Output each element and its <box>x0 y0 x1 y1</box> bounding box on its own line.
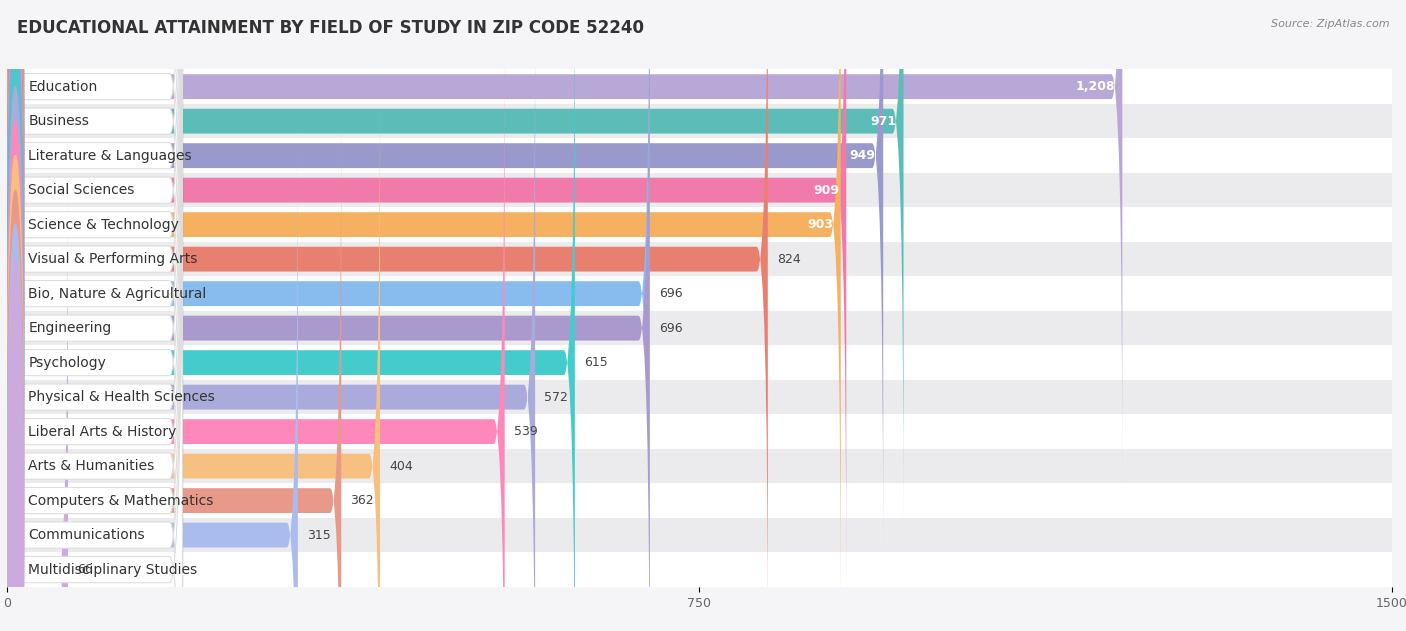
Text: 696: 696 <box>659 287 682 300</box>
FancyBboxPatch shape <box>7 0 841 626</box>
Bar <box>7 380 1392 415</box>
Text: Arts & Humanities: Arts & Humanities <box>28 459 155 473</box>
FancyBboxPatch shape <box>3 0 183 631</box>
FancyBboxPatch shape <box>7 0 650 631</box>
Text: 404: 404 <box>389 459 413 473</box>
Text: Liberal Arts & History: Liberal Arts & History <box>28 425 177 439</box>
Text: 696: 696 <box>659 322 682 334</box>
FancyBboxPatch shape <box>7 0 575 631</box>
FancyBboxPatch shape <box>7 0 883 557</box>
Text: Business: Business <box>28 114 89 128</box>
FancyBboxPatch shape <box>3 31 183 631</box>
Text: Multidisciplinary Studies: Multidisciplinary Studies <box>28 563 197 577</box>
Text: 315: 315 <box>307 529 330 541</box>
FancyBboxPatch shape <box>3 0 183 631</box>
Bar <box>7 242 1392 276</box>
Circle shape <box>7 190 24 631</box>
Text: Bio, Nature & Agricultural: Bio, Nature & Agricultural <box>28 286 207 300</box>
Circle shape <box>7 259 24 631</box>
Bar <box>7 311 1392 345</box>
Circle shape <box>7 0 24 570</box>
Bar <box>7 69 1392 104</box>
FancyBboxPatch shape <box>3 0 183 631</box>
FancyBboxPatch shape <box>7 0 650 631</box>
Text: Engineering: Engineering <box>28 321 111 335</box>
Text: 909: 909 <box>813 184 839 197</box>
FancyBboxPatch shape <box>3 0 183 557</box>
FancyBboxPatch shape <box>3 65 183 631</box>
Circle shape <box>7 0 24 604</box>
Text: EDUCATIONAL ATTAINMENT BY FIELD OF STUDY IN ZIP CODE 52240: EDUCATIONAL ATTAINMENT BY FIELD OF STUDY… <box>17 19 644 37</box>
Circle shape <box>7 18 24 631</box>
Text: 572: 572 <box>544 391 568 404</box>
Text: Science & Technology: Science & Technology <box>28 218 179 232</box>
Text: 539: 539 <box>515 425 537 438</box>
FancyBboxPatch shape <box>3 0 183 631</box>
FancyBboxPatch shape <box>3 0 183 625</box>
Bar <box>7 552 1392 587</box>
FancyBboxPatch shape <box>7 168 67 631</box>
FancyBboxPatch shape <box>3 0 183 631</box>
Bar <box>7 518 1392 552</box>
Bar <box>7 345 1392 380</box>
Bar <box>7 483 1392 518</box>
FancyBboxPatch shape <box>7 0 768 631</box>
FancyBboxPatch shape <box>7 30 505 631</box>
Circle shape <box>7 0 24 432</box>
Circle shape <box>7 52 24 631</box>
Text: 903: 903 <box>807 218 834 231</box>
Text: 66: 66 <box>77 563 93 576</box>
Text: 362: 362 <box>350 494 374 507</box>
Text: 949: 949 <box>849 149 876 162</box>
Bar <box>7 415 1392 449</box>
Circle shape <box>7 0 24 466</box>
Text: Physical & Health Sciences: Physical & Health Sciences <box>28 390 215 404</box>
FancyBboxPatch shape <box>7 0 904 522</box>
Bar <box>7 276 1392 311</box>
FancyBboxPatch shape <box>3 0 183 631</box>
Text: Education: Education <box>28 80 97 93</box>
FancyBboxPatch shape <box>7 64 380 631</box>
Circle shape <box>7 225 24 631</box>
Text: 1,208: 1,208 <box>1076 80 1115 93</box>
FancyBboxPatch shape <box>7 134 298 631</box>
FancyBboxPatch shape <box>7 0 536 631</box>
FancyBboxPatch shape <box>7 99 342 631</box>
FancyBboxPatch shape <box>3 100 183 631</box>
FancyBboxPatch shape <box>7 0 846 592</box>
Circle shape <box>7 86 24 631</box>
Bar <box>7 449 1392 483</box>
Bar <box>7 104 1392 138</box>
Text: Visual & Performing Arts: Visual & Performing Arts <box>28 252 198 266</box>
Text: Literature & Languages: Literature & Languages <box>28 149 191 163</box>
Circle shape <box>7 0 24 397</box>
Text: Communications: Communications <box>28 528 145 542</box>
Circle shape <box>7 156 24 631</box>
FancyBboxPatch shape <box>7 0 1122 488</box>
Bar <box>7 173 1392 208</box>
Text: Source: ZipAtlas.com: Source: ZipAtlas.com <box>1271 19 1389 29</box>
Bar <box>7 208 1392 242</box>
Text: 615: 615 <box>583 356 607 369</box>
Bar <box>7 138 1392 173</box>
Circle shape <box>7 0 24 500</box>
FancyBboxPatch shape <box>3 0 183 631</box>
Text: Computers & Mathematics: Computers & Mathematics <box>28 493 214 507</box>
FancyBboxPatch shape <box>3 0 183 591</box>
Text: Social Sciences: Social Sciences <box>28 183 135 197</box>
FancyBboxPatch shape <box>3 0 183 631</box>
FancyBboxPatch shape <box>3 0 183 631</box>
Text: 971: 971 <box>870 115 896 127</box>
Circle shape <box>7 121 24 631</box>
Text: 824: 824 <box>778 252 801 266</box>
Circle shape <box>7 0 24 535</box>
Text: Psychology: Psychology <box>28 356 105 370</box>
